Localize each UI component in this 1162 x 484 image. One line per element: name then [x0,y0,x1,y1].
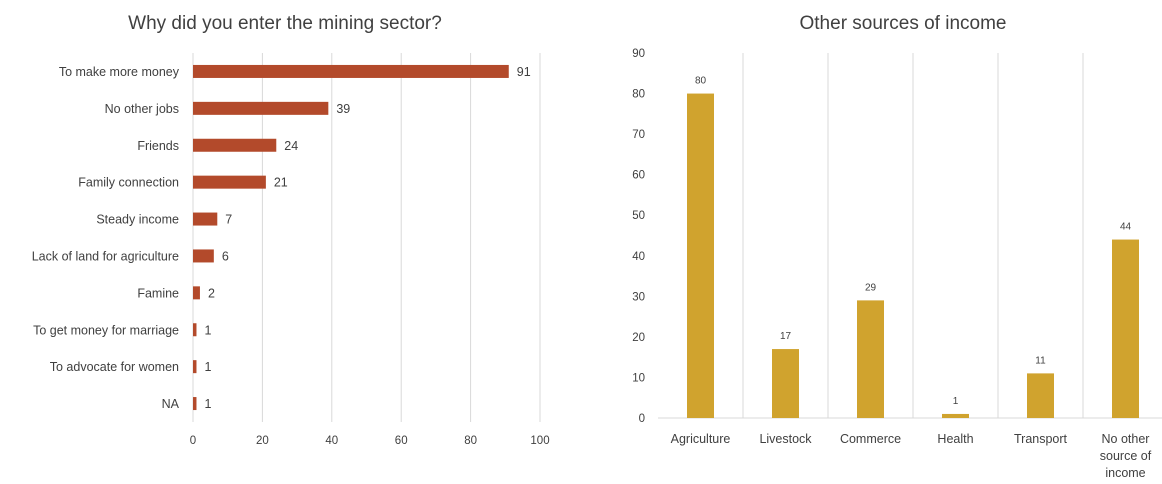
bar [193,286,200,300]
mining-reasons-chart: 0 20 40 60 80 100 To make more money 91 No other… [32,53,550,447]
category-label: To advocate for women [50,360,179,374]
y-tick-label: 20 [632,332,645,344]
data-label: 1 [204,397,211,411]
y-tick-label: 40 [632,251,645,263]
x-tick-label: 0 [190,435,196,447]
category-label-line: source of [1100,449,1152,463]
category-label: Agriculture [671,432,731,446]
data-label: 7 [225,213,232,227]
bar [772,349,799,418]
data-label: 91 [517,65,531,79]
data-label: 11 [1035,355,1046,366]
y-tick-label: 50 [632,210,645,222]
category-label: Commerce [840,432,901,446]
bar [193,323,197,337]
bar [193,138,277,152]
chart-2-title: Other sources of income [800,13,1007,34]
data-label: 39 [336,102,350,116]
y-tick-label: 60 [632,170,645,182]
x-tick-label: 80 [464,435,477,447]
y-tick-label: 80 [632,89,645,101]
data-label: 44 [1120,222,1132,233]
bar [1027,373,1054,418]
x-tick-label: 100 [530,435,549,447]
category-label: Famine [137,286,179,300]
bar [193,397,197,411]
bar [857,300,884,418]
category-label: Lack of land for agriculture [32,249,179,263]
category-label: Steady income [96,213,179,227]
category-label: Health [937,432,973,446]
category-label: NA [162,397,180,411]
y-tick-label: 10 [632,372,645,384]
category-label: Livestock [759,432,812,446]
bar [193,212,218,226]
x-tick-label: 40 [325,435,338,447]
data-label: 1 [204,323,211,337]
data-label: 1 [953,396,959,407]
data-label: 29 [865,282,877,293]
data-label: 24 [284,139,298,153]
y-tick-label: 90 [632,48,645,60]
category-label-line: Commerce [840,432,901,446]
data-label: 2 [208,286,215,300]
category-label: To make more money [59,65,180,79]
bar [942,413,969,418]
chart-1-title: Why did you enter the mining sector? [128,13,442,34]
bar [193,64,509,78]
data-label: 17 [780,331,792,342]
y-tick-label: 70 [632,129,645,141]
data-label: 21 [274,176,288,190]
category-label: No other source of income [1100,432,1152,480]
category-label: Family connection [78,176,179,190]
y-tick-label: 0 [639,413,645,425]
category-label: Transport [1014,432,1068,446]
y-tick-label: 30 [632,291,645,303]
x-tick-label: 20 [256,435,269,447]
category-label: Friends [137,139,179,153]
data-label: 6 [222,249,229,263]
category-label-line: Health [937,432,973,446]
category-label-line: Transport [1014,432,1068,446]
bar [687,93,714,419]
data-label: 1 [204,360,211,374]
category-label-line: No other [1102,432,1150,446]
bar [193,175,266,189]
bar [193,101,329,115]
category-label: To get money for marriage [33,323,179,337]
category-label-line: Agriculture [671,432,731,446]
income-sources-chart: 0 10 20 30 40 50 60 70 80 90 80 Agriculture 17 Livest… [632,48,1162,480]
bar [1112,239,1139,418]
category-label: No other jobs [105,102,179,116]
x-tick-label: 60 [395,435,408,447]
category-label-line: income [1105,466,1145,480]
bar [193,360,197,374]
data-label: 80 [695,76,707,87]
category-label-line: Livestock [759,432,812,446]
bar [193,249,214,263]
